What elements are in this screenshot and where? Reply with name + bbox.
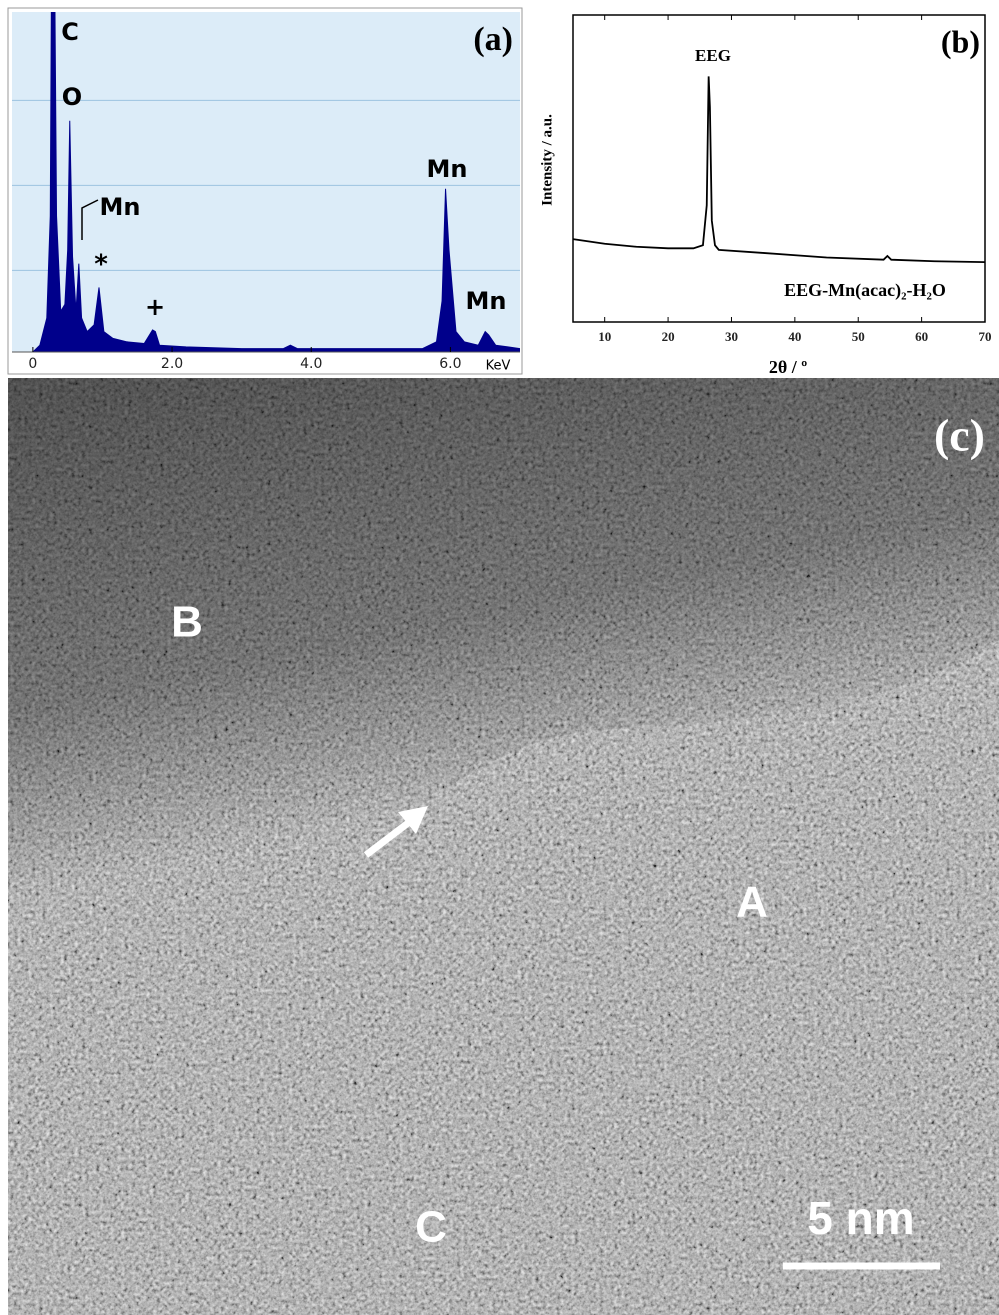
annotation: C xyxy=(61,18,79,46)
x-tick-label: 6.0 xyxy=(439,356,461,372)
arrow-head xyxy=(398,806,428,834)
region-label: C xyxy=(415,1203,447,1252)
annotation: * xyxy=(94,250,108,280)
x-axis-label: KeV xyxy=(486,359,511,374)
panel-label: (c) xyxy=(934,410,985,461)
spectrum xyxy=(12,12,520,352)
annotation: Mn xyxy=(427,155,468,183)
tem-dark-region xyxy=(8,378,999,1060)
annotation: EEG xyxy=(695,46,731,65)
x-tick-label: 0 xyxy=(28,356,37,372)
x-tick-label: 70 xyxy=(979,329,992,344)
x-tick-label: 60 xyxy=(915,329,928,344)
x-tick-label: 20 xyxy=(662,329,675,344)
annotation: Mn xyxy=(466,287,507,315)
arrow xyxy=(363,817,415,858)
panel-b: 10 20 30 40 50 60 70 (b) 2θ / º Intensity / a.u. E… xyxy=(539,15,992,377)
annotation: Mn xyxy=(100,193,141,221)
tem-image xyxy=(8,378,999,1315)
plot-frame xyxy=(572,14,986,323)
annotation-pointer xyxy=(81,199,99,240)
y-axis-label: Intensity / a.u. xyxy=(539,114,555,206)
annotation: O xyxy=(62,83,82,111)
panel-title: (a) xyxy=(473,21,513,58)
panel-a: 0 2.0 4.0 6.0 (a) KeV C O Mn * + Mn Mn xyxy=(12,12,520,374)
x-tick-label: 10 xyxy=(598,329,611,344)
x-tick-label: 50 xyxy=(852,329,865,344)
x-tick-label: 30 xyxy=(725,329,738,344)
region-label: B xyxy=(171,598,203,647)
pattern-line xyxy=(572,76,986,264)
plot-background xyxy=(12,12,520,352)
annotation: EEG-Mn(acac)₂-H₂O xyxy=(784,280,946,301)
region-label: A xyxy=(736,878,768,927)
x-tick-label: 40 xyxy=(788,329,801,344)
x-tick-label: 4.0 xyxy=(300,356,322,372)
x-axis-label: 2θ / º xyxy=(769,357,807,377)
scale-bar-label: 5 nm xyxy=(807,1192,914,1244)
annotation: + xyxy=(145,293,165,321)
x-tick-label: 2.0 xyxy=(161,356,183,372)
panel-title: (b) xyxy=(941,23,980,59)
